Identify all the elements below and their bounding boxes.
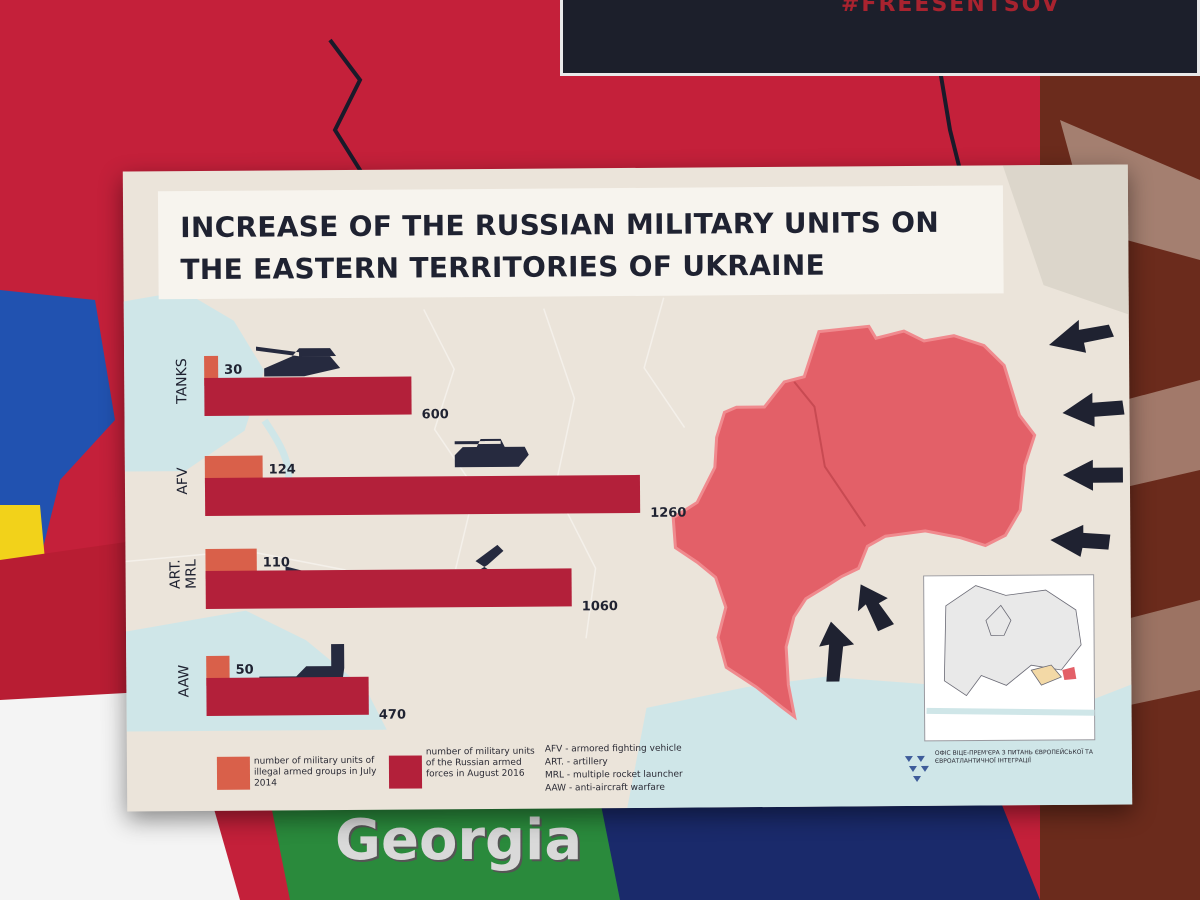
bar-russian-forces-1 [204, 474, 641, 516]
card-map: 30 600 TANKS 124 1260 AFV 110 1060 ART. MRL 50 470 A… [123, 164, 1133, 809]
bar-russian-forces-3 [206, 676, 369, 716]
poster-frame: #FREESENTSOV [560, 0, 1200, 76]
data-label-russian-forces-2: 1060 [582, 599, 618, 614]
abbreviation-afv: AFV - armored fighting vehicle [544, 743, 682, 755]
data-label-illegal-groups-2: 110 [263, 555, 290, 570]
data-label-illegal-groups-1: 124 [269, 462, 296, 477]
category-label-2-0: ART. [167, 559, 183, 589]
data-label-russian-forces-0: 600 [422, 407, 449, 422]
poster-hashtag: #FREESENTSOV [841, 0, 1061, 17]
infographic-card: 30 600 TANKS 124 1260 AFV 110 1060 ART. MRL 50 470 A… [122, 164, 1133, 812]
inset-map [923, 574, 1096, 742]
legend-swatch-russian-forces [388, 755, 423, 789]
ministry-logo [904, 755, 929, 782]
category-label-3-0: AAW [176, 665, 192, 698]
ministry-name: ОФІС ВІЦЕ-ПРЕМ'ЄРА З ПИТАНЬ ЄВРОПЕЙСЬКОЇ… [934, 748, 1093, 765]
bar-chart: 30 600 TANKS 124 1260 AFV 110 1060 ART. MRL 50 470 A… [167, 346, 686, 723]
data-label-russian-forces-3: 470 [379, 708, 406, 723]
bar-russian-forces-0 [204, 376, 412, 416]
category-label-1-0: AFV [175, 467, 191, 495]
chart-title: INCREASE OF THE RUSSIAN MILITARY UNITS O… [180, 205, 940, 287]
data-label-illegal-groups-3: 50 [236, 663, 254, 678]
vehicle-silhouette-0 [256, 346, 341, 377]
direction-arrows [819, 319, 1125, 682]
vehicle-silhouette-1 [454, 438, 529, 468]
abbreviation-aaw: AAW - anti-aircraft warfare [545, 782, 665, 794]
data-label-illegal-groups-0: 30 [224, 363, 242, 378]
category-label-0-0: TANKS [174, 358, 190, 405]
background-georgia-label: Georgia [335, 808, 583, 873]
abbreviation-art: ART. - artillery [544, 757, 608, 768]
title-box: INCREASE OF THE RUSSIAN MILITARY UNITS O… [157, 185, 1004, 300]
legend-swatch-illegal-groups [216, 756, 251, 790]
bar-russian-forces-2 [205, 568, 572, 609]
abbreviation-mrl: MRL - multiple rocket launcher [544, 769, 683, 781]
occupied-region [671, 324, 1037, 721]
category-label-2-1: MRL [183, 559, 199, 589]
legend-label-russian-forces: number of military units of the Russian … [425, 746, 535, 780]
legend-label-illegal-groups: number of military units of illegal arme… [253, 755, 377, 789]
data-label-russian-forces-1: 1260 [650, 506, 686, 521]
vehicle-silhouette-3 [259, 643, 345, 683]
